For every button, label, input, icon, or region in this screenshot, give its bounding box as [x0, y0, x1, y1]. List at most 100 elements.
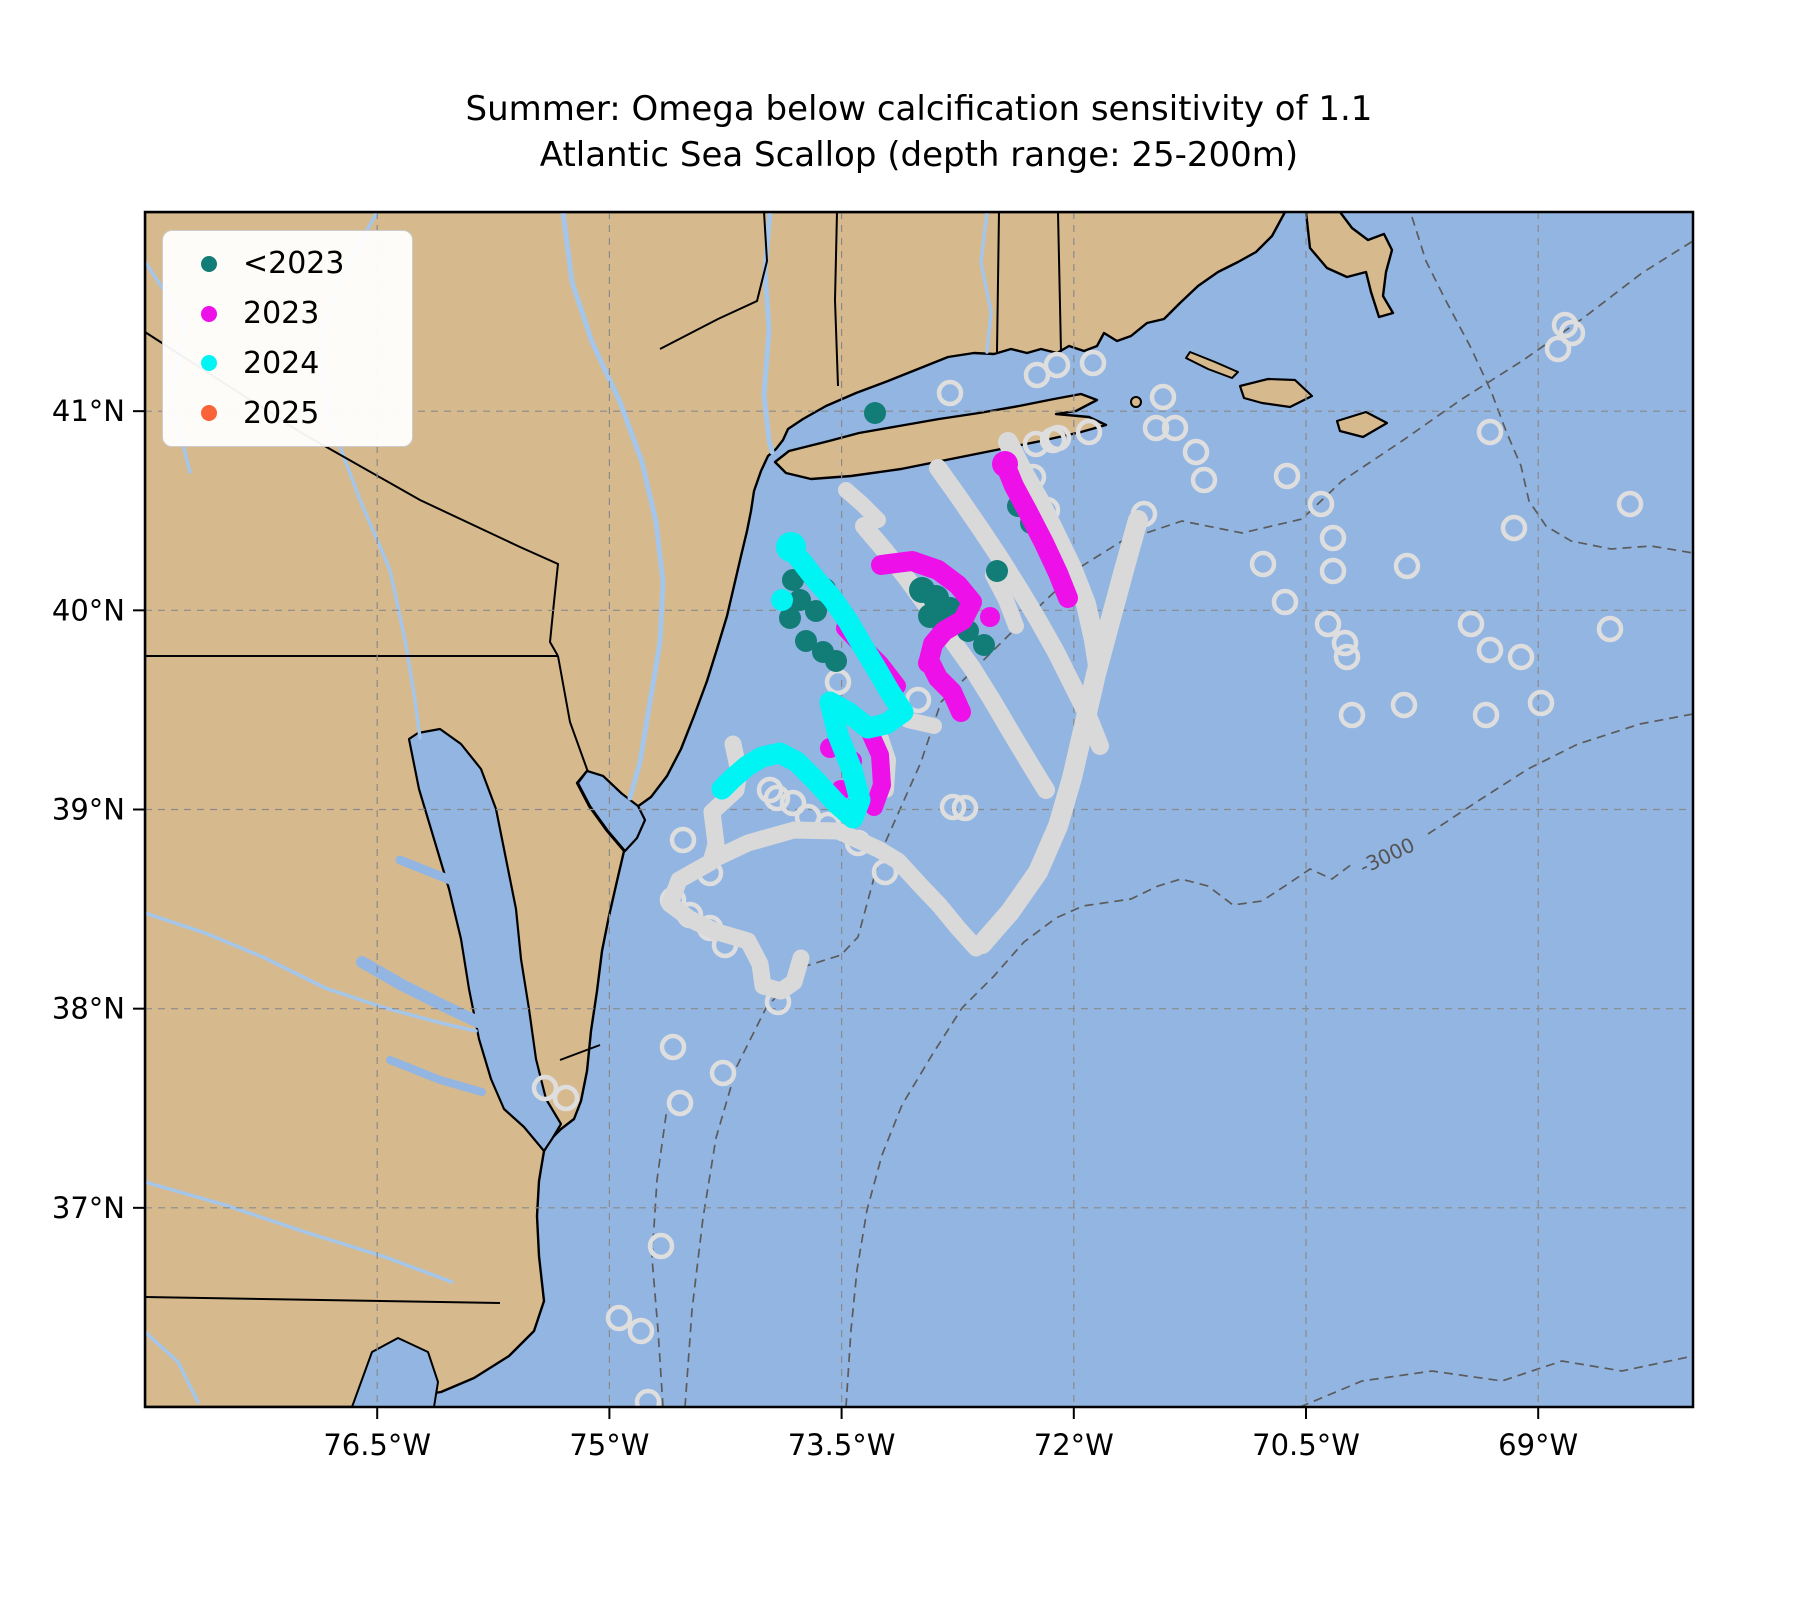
station-open-circle [1249, 550, 1277, 578]
y-tick-label: 40°N [52, 593, 125, 627]
land-long-island [773, 392, 1108, 481]
land-marthas-vineyard [1238, 377, 1314, 409]
station-open-circle [936, 379, 964, 407]
legend-item: 2023 [163, 296, 412, 331]
station-open-circle [709, 1059, 737, 1087]
bay-tributary-2 [386, 1056, 486, 1096]
station-open-circle [1390, 691, 1418, 719]
survey-track-2024 [711, 534, 914, 829]
depth-contour [651, 216, 1693, 1407]
station-open-circle [1023, 361, 1051, 389]
page-title: Summer: Omega below calcification sensit… [145, 86, 1693, 178]
station-open-circle [1319, 557, 1347, 585]
station-open-circle [1043, 351, 1071, 379]
station-open-circle [1500, 514, 1528, 542]
station-open-circle [1273, 462, 1301, 490]
station-open-circle [1142, 414, 1170, 442]
station-open-circle [1319, 524, 1347, 552]
legend-item-label: <2023 [243, 246, 345, 282]
station-open-circle [1616, 490, 1644, 518]
station-open-circle [951, 794, 979, 822]
station-open-circle [1075, 418, 1103, 446]
station-open-circle [1307, 490, 1335, 518]
station-open-circle [1039, 426, 1067, 454]
potomac-river [356, 956, 484, 1028]
land-cape-cod [1304, 212, 1395, 319]
legend-item: 2025 [163, 396, 412, 431]
observation-dot-2024 [776, 532, 806, 562]
station-open-circle [1558, 319, 1586, 347]
survey-track-background-tracks [703, 821, 985, 957]
station-open-circle [1476, 636, 1504, 664]
survey-track-background-tracks [900, 712, 942, 734]
x-tick-label: 70.5°W [1252, 1428, 1360, 1462]
coastal-sound [351, 1337, 439, 1407]
title-line-1: Summer: Omega below calcification sensit… [465, 89, 1373, 129]
land-block-island [1130, 396, 1142, 408]
observation-dot-2023 [992, 451, 1018, 477]
x-tick-label: 69°W [1498, 1428, 1578, 1462]
observation-dot-<2023 [986, 560, 1008, 582]
observation-dot-2024 [771, 589, 793, 611]
legend: <2023 2023 2024 2025 [162, 230, 413, 447]
station-open-circle [939, 793, 967, 821]
station-open-circle [647, 1232, 675, 1260]
survey-track-background-tracks [838, 482, 886, 528]
observation-dot-2023 [918, 653, 938, 673]
y-tick-label: 38°N [52, 992, 125, 1026]
survey-track-2023 [859, 719, 891, 816]
station-open-circle [659, 1033, 687, 1061]
station-open-circle [1527, 689, 1555, 717]
station-open-circle [1457, 610, 1485, 638]
y-tick-label: 39°N [52, 793, 125, 827]
station-open-circle [1079, 349, 1107, 377]
station-open-circle [1393, 552, 1421, 580]
survey-track-2023 [871, 551, 982, 722]
title-line-2: Atlantic Sea Scallop (depth range: 25-20… [539, 135, 1299, 175]
land-nantucket [1335, 410, 1389, 439]
station-open-circle [531, 1074, 559, 1102]
survey-track-background-tracks [998, 432, 1108, 676]
survey-track-background-tracks [985, 567, 1024, 634]
observation-dot-2023 [980, 607, 1000, 627]
station-open-circle [1190, 466, 1218, 494]
station-open-circle [763, 784, 791, 812]
survey-track-2023 [995, 454, 1078, 608]
station-open-circle [1507, 643, 1535, 671]
station-open-circle [1271, 588, 1299, 616]
station-open-circle [1314, 610, 1342, 638]
x-tick-label: 72°W [1034, 1428, 1114, 1462]
station-open-circle [552, 1084, 580, 1112]
legend-item-label: 2023 [243, 296, 320, 332]
station-open-circle [779, 789, 807, 817]
observation-dot-<2023 [864, 402, 886, 424]
station-open-circle [1182, 438, 1210, 466]
x-tick-label: 73.5°W [788, 1428, 896, 1462]
axis-tick-labels: 76.5°W 75°W 73.5°W 72°W 70.5°W 69°W 41°N 40°N 39… [52, 394, 1578, 1462]
observation-dot-<2023 [779, 607, 801, 629]
station-open-circle [1596, 615, 1624, 643]
observation-dot-<2023 [805, 600, 827, 622]
station-open-circle [634, 1388, 662, 1407]
station-open-circle [669, 826, 697, 854]
legend-item-label: 2025 [243, 395, 320, 431]
x-tick-label: 75°W [569, 1428, 649, 1462]
y-tick-label: 37°N [52, 1191, 125, 1225]
legend-item: 2024 [163, 346, 412, 381]
observation-dot-<2023 [795, 630, 817, 652]
legend-marker-dot [201, 255, 217, 272]
legend-item-label: 2024 [243, 345, 320, 381]
survey-track-background-tracks [661, 735, 810, 1000]
land-elizabeth-islands [1185, 351, 1239, 379]
station-open-circle [605, 1304, 633, 1332]
y-tick-label: 41°N [52, 394, 125, 428]
x-tick-label: 76.5°W [323, 1428, 431, 1462]
legend-marker-dot [201, 305, 217, 322]
station-open-circle [1472, 701, 1500, 729]
observation-dot-<2023 [973, 634, 995, 656]
station-open-circle [1338, 701, 1366, 729]
legend-marker-dot [201, 405, 217, 422]
station-open-circle [1476, 418, 1504, 446]
station-open-circle [627, 1317, 655, 1345]
